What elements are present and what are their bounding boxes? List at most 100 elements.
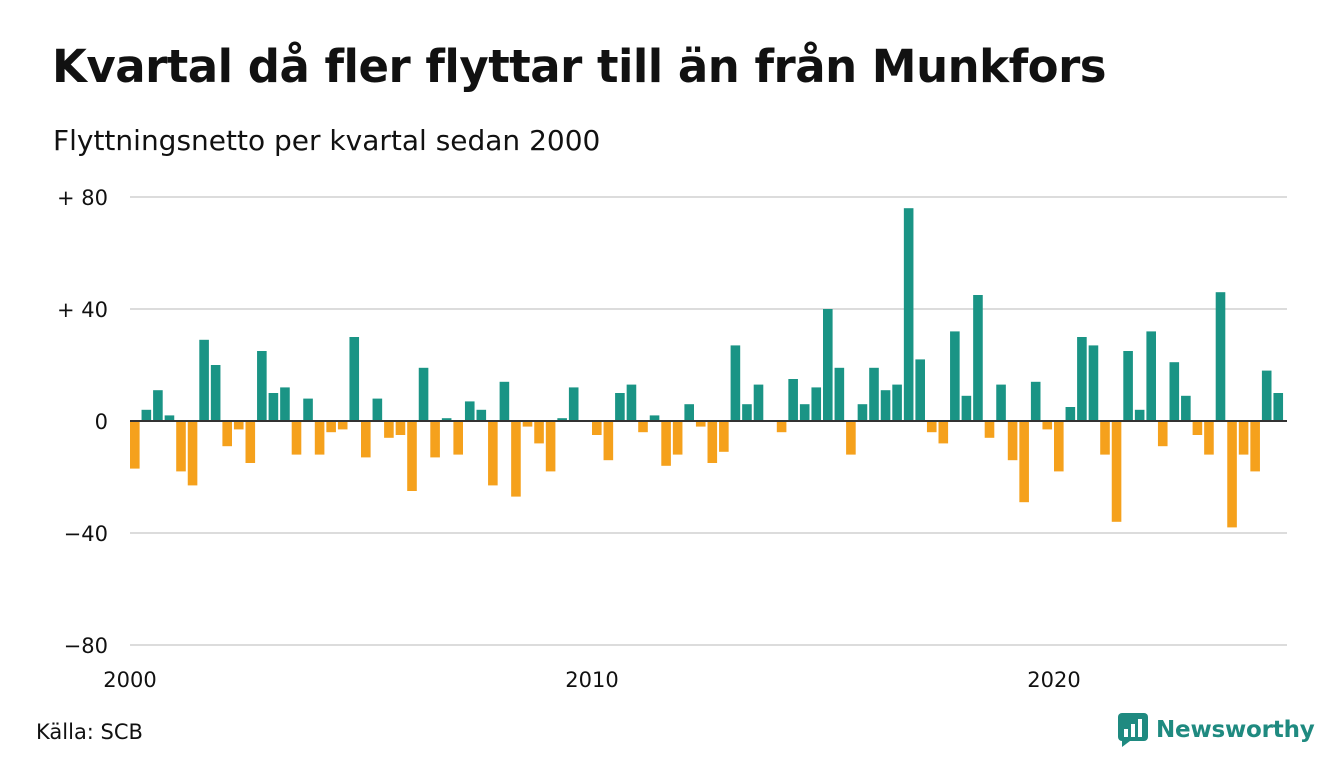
bar bbox=[1169, 362, 1180, 421]
bar bbox=[799, 404, 810, 421]
bar bbox=[719, 421, 729, 452]
bar bbox=[950, 331, 960, 421]
bar bbox=[210, 365, 221, 421]
bar bbox=[823, 309, 833, 421]
bar bbox=[337, 421, 348, 430]
bar bbox=[1227, 421, 1237, 528]
bar bbox=[857, 404, 868, 421]
bar bbox=[915, 359, 925, 421]
bar bbox=[592, 421, 602, 435]
bar bbox=[522, 421, 533, 427]
bar bbox=[303, 398, 313, 421]
bar bbox=[603, 421, 614, 461]
bar bbox=[1054, 421, 1064, 472]
bar bbox=[892, 384, 902, 421]
bar bbox=[1261, 370, 1272, 421]
bar bbox=[938, 421, 949, 444]
bar bbox=[314, 421, 325, 455]
bar bbox=[233, 421, 244, 430]
bar bbox=[407, 421, 417, 491]
bar bbox=[996, 384, 1006, 421]
bar bbox=[753, 384, 764, 421]
brand-name: Newsworthy bbox=[1156, 717, 1315, 743]
bar bbox=[141, 409, 152, 421]
bar bbox=[649, 415, 660, 421]
bar bbox=[1100, 421, 1110, 455]
bar bbox=[372, 398, 383, 421]
bar bbox=[1146, 331, 1156, 421]
y-tick-label: + 40 bbox=[57, 298, 108, 322]
bar bbox=[164, 415, 175, 421]
y-tick-label: −80 bbox=[64, 634, 108, 658]
bar bbox=[499, 381, 510, 421]
bar bbox=[1042, 421, 1053, 430]
bar bbox=[1123, 351, 1133, 421]
bar bbox=[349, 337, 360, 421]
bar bbox=[326, 421, 336, 433]
bar bbox=[534, 421, 544, 444]
bar bbox=[395, 421, 406, 435]
chart-subtitle: Flyttningsnetto per kvartal sedan 2000 bbox=[53, 124, 601, 157]
bar bbox=[638, 421, 648, 433]
bar bbox=[1030, 381, 1041, 421]
bar bbox=[568, 387, 579, 421]
source-note: Källa: SCB bbox=[36, 720, 143, 744]
bar bbox=[464, 401, 475, 421]
axes: + 80 + 40 0 −40 −80 2000 2010 2020 bbox=[57, 186, 1287, 692]
gridlines bbox=[130, 196, 1287, 646]
bar bbox=[1157, 421, 1168, 447]
bar bbox=[926, 421, 937, 433]
bar bbox=[730, 345, 741, 421]
bar bbox=[199, 339, 209, 421]
bar bbox=[545, 421, 556, 472]
bar bbox=[615, 393, 625, 421]
newsworthy-logo-icon bbox=[1118, 713, 1148, 747]
bars bbox=[130, 208, 1284, 528]
bar bbox=[1204, 421, 1214, 455]
bar bbox=[742, 404, 752, 421]
bar bbox=[1077, 337, 1087, 421]
bar bbox=[441, 418, 452, 421]
bar bbox=[268, 393, 279, 421]
bar bbox=[1111, 421, 1122, 522]
bar bbox=[488, 421, 498, 486]
bar bbox=[1192, 421, 1203, 435]
bar bbox=[1250, 421, 1260, 472]
bar bbox=[176, 421, 186, 472]
bar bbox=[961, 395, 972, 421]
bar bbox=[672, 421, 683, 455]
bar bbox=[776, 421, 787, 433]
y-tick-label: 0 bbox=[95, 410, 108, 434]
bar bbox=[1181, 395, 1191, 421]
x-tick-label: 2010 bbox=[565, 668, 618, 692]
bar bbox=[418, 367, 429, 421]
x-tick-label: 2020 bbox=[1027, 668, 1080, 692]
bar bbox=[557, 418, 567, 421]
bar bbox=[187, 421, 198, 486]
bar bbox=[280, 387, 290, 421]
bar bbox=[846, 421, 856, 455]
bar bbox=[1007, 421, 1018, 461]
bar bbox=[1215, 292, 1226, 421]
bar bbox=[834, 367, 845, 421]
bar bbox=[384, 421, 394, 438]
bar bbox=[707, 421, 718, 463]
bar bbox=[1134, 409, 1145, 421]
bar bbox=[1019, 421, 1029, 503]
bar bbox=[1238, 421, 1249, 455]
y-tick-label: + 80 bbox=[57, 186, 108, 210]
bar bbox=[880, 390, 891, 421]
bar bbox=[788, 379, 798, 421]
bar bbox=[695, 421, 706, 427]
bar bbox=[661, 421, 671, 466]
bar bbox=[973, 295, 983, 421]
bar bbox=[1273, 393, 1284, 421]
bar bbox=[511, 421, 521, 497]
bar bbox=[626, 384, 637, 421]
bar bbox=[903, 208, 914, 421]
bar bbox=[245, 421, 256, 463]
bar bbox=[291, 421, 302, 455]
chart-title: Kvartal då fler flyttar till än från Mun… bbox=[52, 40, 1107, 93]
bar bbox=[361, 421, 371, 458]
